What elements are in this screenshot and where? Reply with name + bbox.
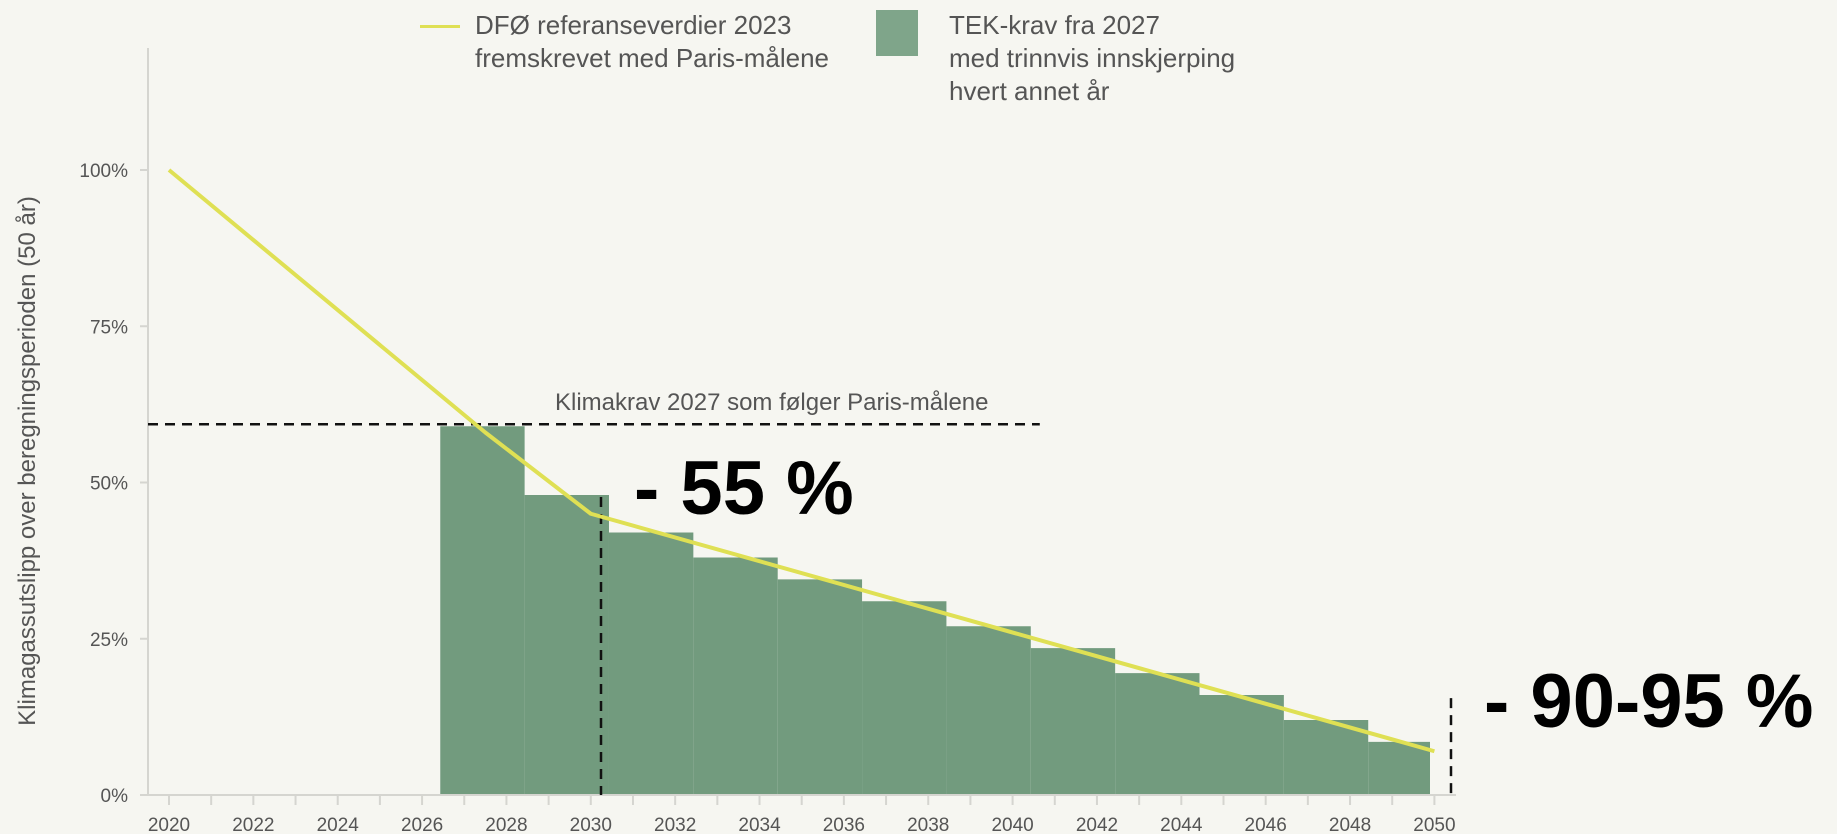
x-tick-label-2046: 2046 bbox=[1245, 815, 1287, 834]
x-tick-label-2020: 2020 bbox=[148, 815, 190, 834]
y-tick-label-0: 0% bbox=[101, 786, 129, 807]
area-step-4 bbox=[777, 579, 863, 795]
area-step-6 bbox=[946, 626, 1031, 795]
x-tick-label-2022: 2022 bbox=[232, 815, 274, 834]
legend-area-label-1: TEK-krav fra 2027 bbox=[949, 10, 1160, 40]
x-tick-label-2038: 2038 bbox=[907, 815, 949, 834]
annotation-minus-90-95: - 90-95 % bbox=[1484, 659, 1814, 744]
legend-area-label-3: hvert annet år bbox=[949, 76, 1110, 106]
legend-line-label-1: DFØ referanseverdier 2023 bbox=[475, 10, 792, 40]
area-step-8 bbox=[1115, 673, 1200, 795]
area-step-11 bbox=[1368, 741, 1430, 795]
area-step-3 bbox=[693, 557, 778, 795]
x-tick-label-2042: 2042 bbox=[1076, 815, 1118, 834]
area-step-2 bbox=[608, 532, 694, 795]
annotation-minus-55: - 55 % bbox=[634, 446, 854, 531]
x-tick-label-2032: 2032 bbox=[654, 815, 696, 834]
area-step-0 bbox=[440, 426, 525, 795]
x-tick-label-2028: 2028 bbox=[485, 815, 527, 834]
y-tick-label-2: 50% bbox=[90, 474, 128, 495]
x-tick-label-2036: 2036 bbox=[823, 815, 865, 834]
area-step-5 bbox=[862, 601, 947, 795]
y-tick-label-3: 75% bbox=[90, 317, 128, 338]
y-tick-label-1: 25% bbox=[90, 630, 128, 651]
legend-area-label: TEK-krav fra 2027 med trinnvis innskjerp… bbox=[949, 9, 1235, 108]
area-step-1 bbox=[524, 495, 609, 795]
dfo-reference-line bbox=[167, 168, 1435, 754]
legend-line-label-2: fremskrevet med Paris-målene bbox=[475, 43, 829, 73]
area-step-10 bbox=[1283, 720, 1369, 795]
x-tick-label-2050: 2050 bbox=[1413, 815, 1455, 834]
y-tick-label-4: 100% bbox=[79, 161, 128, 182]
x-tick-label-2024: 2024 bbox=[317, 815, 360, 834]
x-tick-label-2034: 2034 bbox=[738, 815, 781, 834]
legend-line-swatch bbox=[420, 25, 460, 28]
legend-area-label-2: med trinnvis innskjerping bbox=[949, 43, 1236, 73]
area-step-7 bbox=[1030, 648, 1116, 795]
area-step-9 bbox=[1199, 695, 1284, 795]
x-tick-label-2044: 2044 bbox=[1160, 815, 1203, 834]
x-tick-label-2026: 2026 bbox=[401, 815, 443, 834]
x-tick-label-2048: 2048 bbox=[1329, 815, 1371, 834]
y-axis-label: Klimagassutslipp over beregningsperioden… bbox=[14, 196, 41, 726]
legend-line-label: DFØ referanseverdier 2023 fremskrevet me… bbox=[475, 9, 829, 75]
reference-line-label: Klimakrav 2027 som følger Paris-målene bbox=[555, 389, 989, 416]
legend-area-swatch bbox=[876, 10, 918, 56]
x-tick-label-2040: 2040 bbox=[991, 815, 1033, 834]
x-tick-label-2030: 2030 bbox=[570, 815, 612, 834]
